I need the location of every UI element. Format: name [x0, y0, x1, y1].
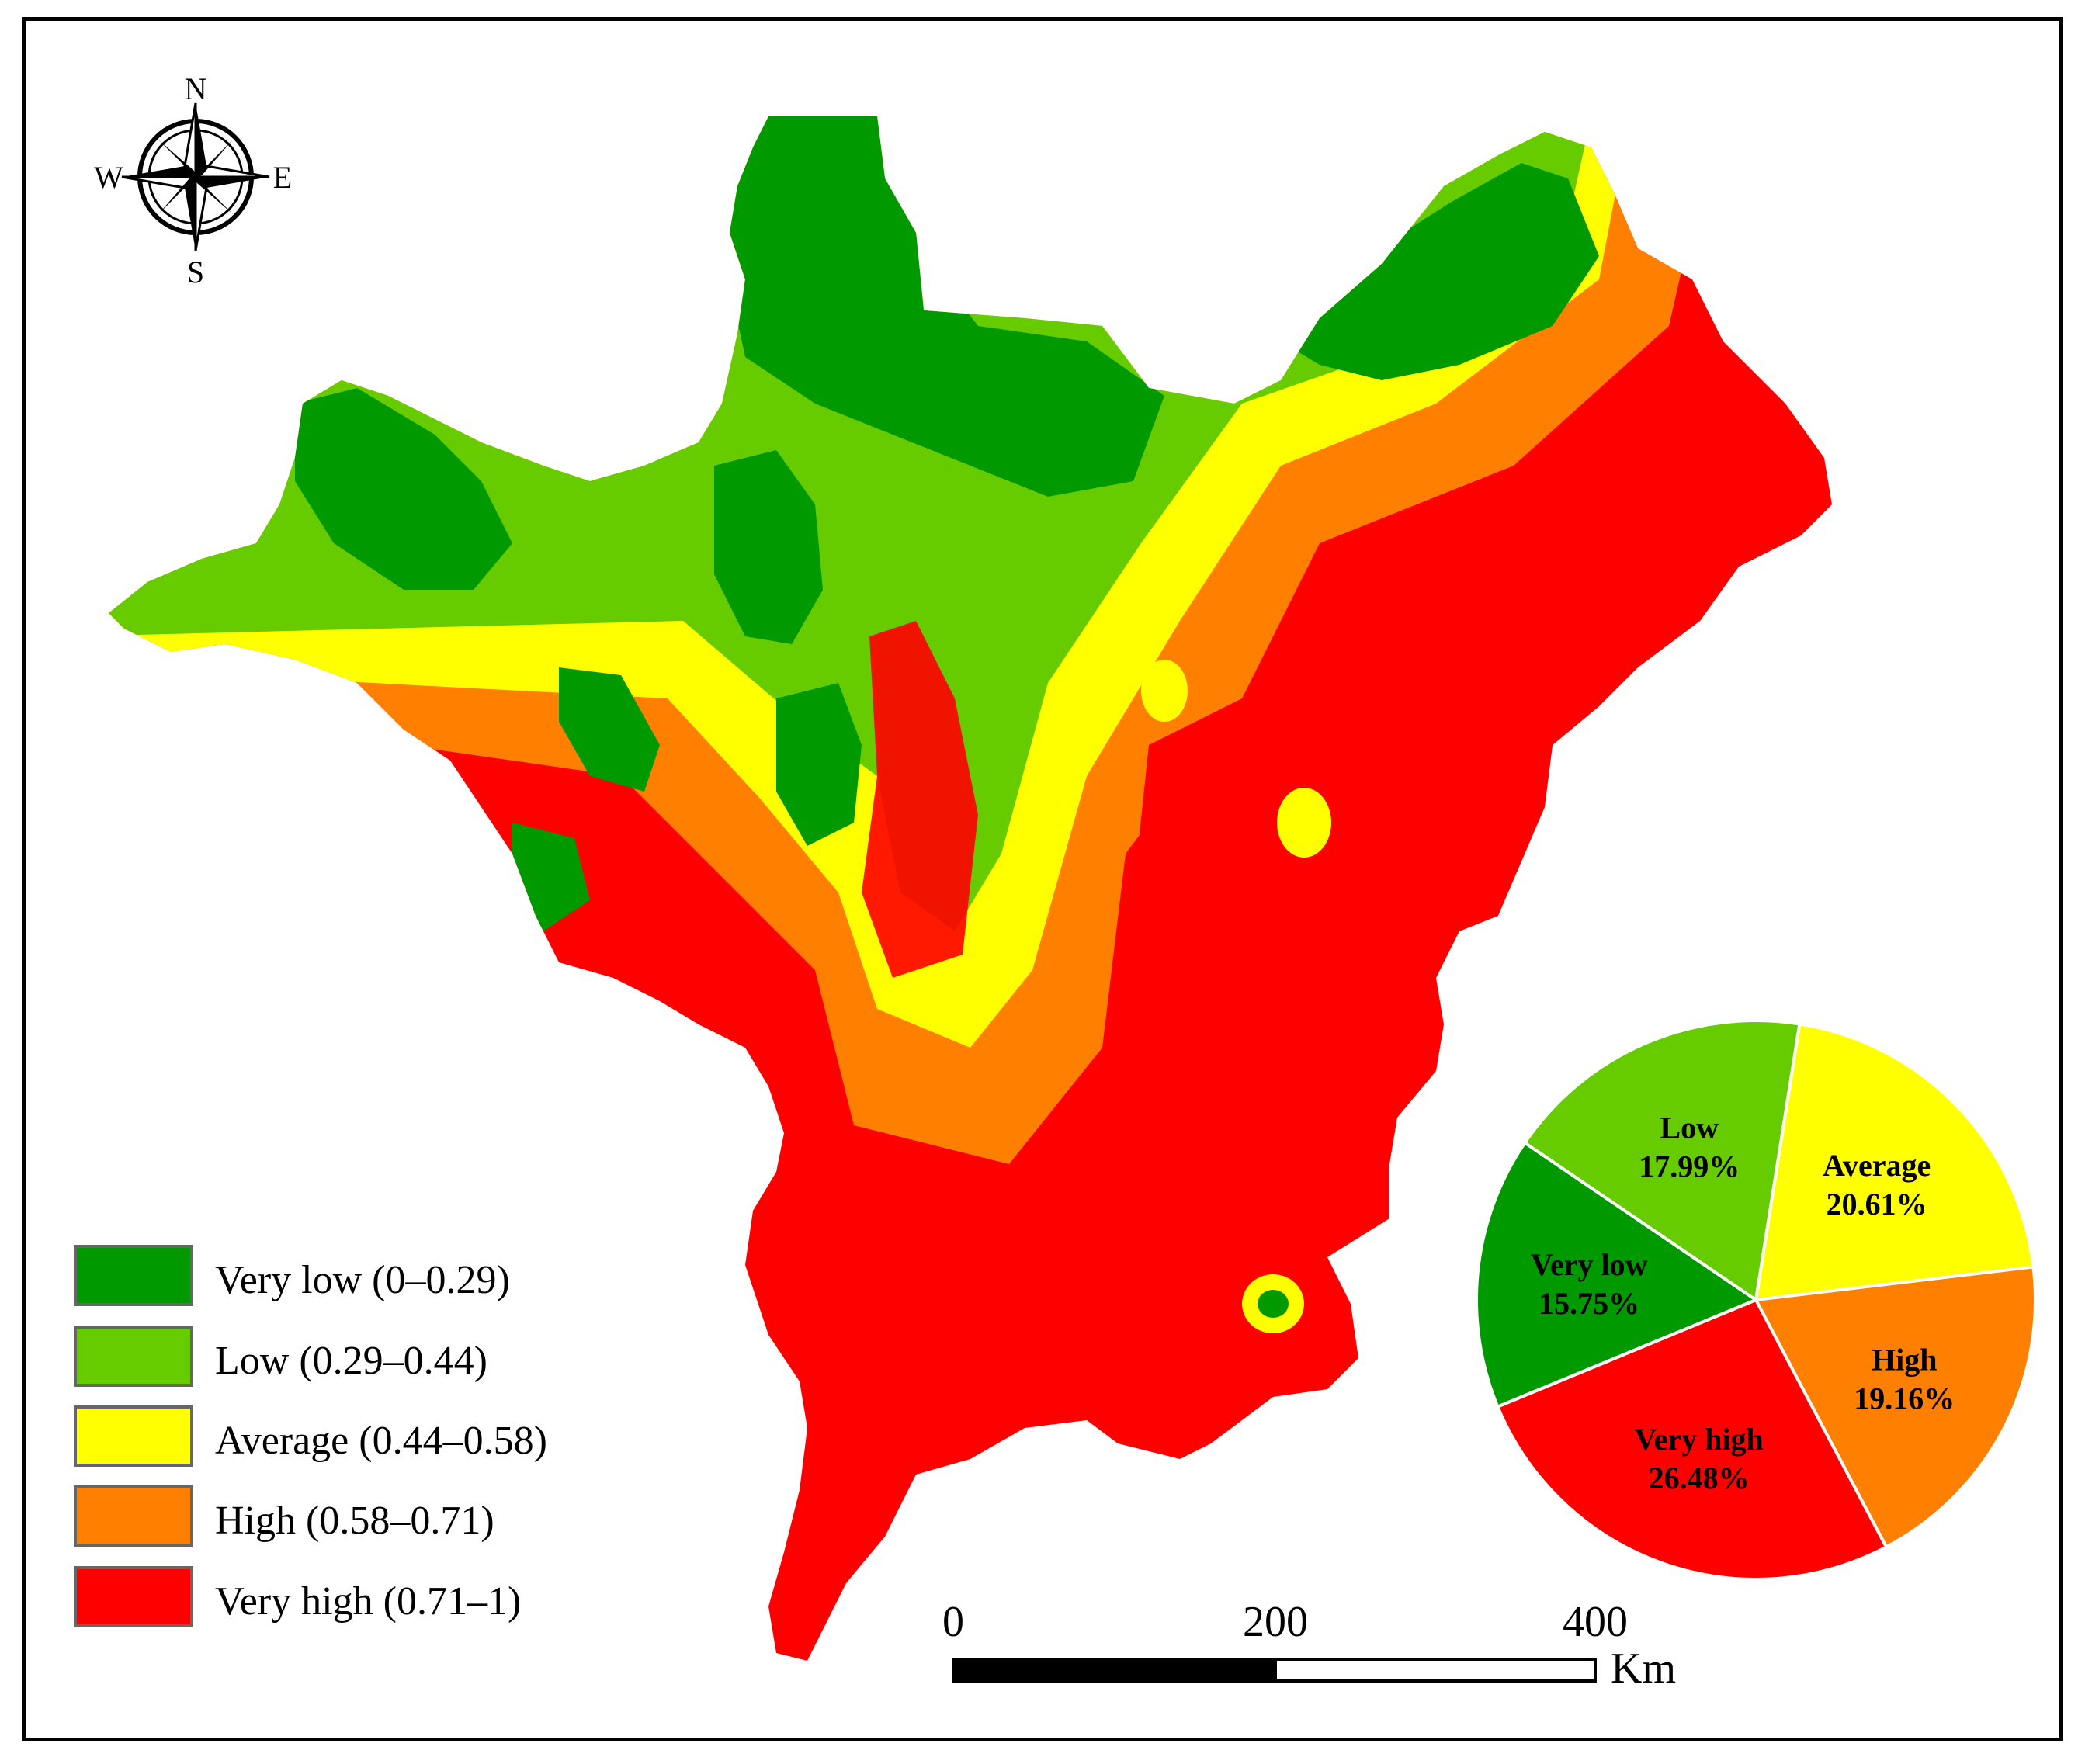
- legend-swatch-low: [74, 1326, 193, 1387]
- legend-label-very-high: Very high (0.71–1): [215, 1579, 521, 1624]
- pie-slice-very-high: [1495, 1298, 1889, 1581]
- legend-swatch-high: [74, 1485, 193, 1547]
- legend: Very low (0–0.29) Low (0.29–0.44) Averag…: [74, 1245, 547, 1627]
- pie-slice-high: [1753, 1265, 2037, 1550]
- scale-tick-0: 0: [942, 1598, 964, 1646]
- pie-slice-average: [1754, 1022, 2035, 1302]
- pie-label-value: 15.75%: [1539, 1286, 1639, 1321]
- pie-label-value: 17.99%: [1639, 1149, 1740, 1184]
- pie-label-name: High: [1872, 1342, 1937, 1377]
- compass-south-label: S: [187, 255, 204, 289]
- pie-slice-very-low: [1475, 1140, 1760, 1409]
- map-frame: [22, 17, 2063, 1741]
- scale-tick-400: 400: [1563, 1598, 1628, 1646]
- pie-chart: Average 20.61% High 19.16% Very high 26.48% Ve…: [1475, 1019, 2037, 1581]
- pie-label-value: 19.16%: [1854, 1381, 1955, 1416]
- pie-label-name: Very high: [1634, 1422, 1763, 1457]
- compass-rose-icon: N S E W: [94, 71, 292, 289]
- pie-label-value: 20.61%: [1827, 1187, 1927, 1222]
- legend-swatch-very-high: [74, 1566, 193, 1627]
- compass-west-label: W: [94, 160, 123, 195]
- pie-label-name: Very low: [1531, 1247, 1648, 1282]
- compass-north-label: N: [185, 71, 207, 106]
- pie-label-name: Average: [1823, 1148, 1931, 1183]
- pie-label-value: 26.48%: [1649, 1461, 1750, 1495]
- legend-swatch-average: [74, 1405, 193, 1467]
- legend-label-high: High (0.58–0.71): [215, 1499, 494, 1543]
- scale-bar: 0 200 400 Km: [942, 1598, 1676, 1693]
- scale-tick-200: 200: [1243, 1598, 1308, 1646]
- pie-label-name: Low: [1660, 1111, 1719, 1145]
- compass-east-label: E: [273, 160, 292, 195]
- legend-label-very-low: Very low (0–0.29): [215, 1258, 510, 1302]
- pie-slice-low: [1522, 1019, 1802, 1303]
- legend-swatch-very-low: [74, 1245, 193, 1306]
- scale-unit: Km: [1611, 1644, 1676, 1693]
- legend-label-average: Average (0.44–0.58): [215, 1419, 547, 1463]
- legend-label-low: Low (0.29–0.44): [215, 1339, 487, 1383]
